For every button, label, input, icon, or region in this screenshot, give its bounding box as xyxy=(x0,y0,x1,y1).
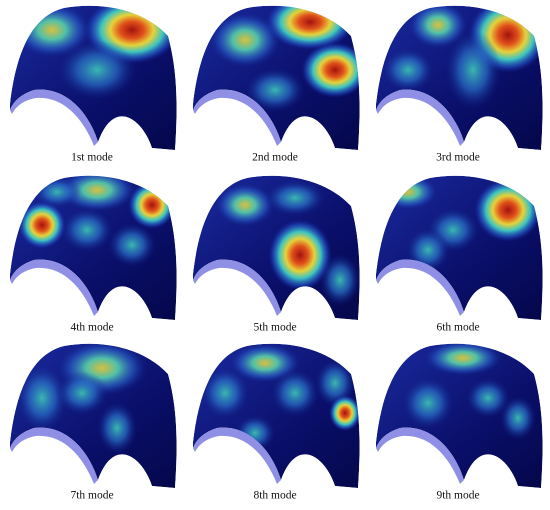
shell-underside xyxy=(10,259,98,316)
shell-underside xyxy=(376,427,464,484)
mode-panel: 7th mode xyxy=(10,343,177,502)
shell-surface xyxy=(376,5,543,150)
mode-lobe xyxy=(268,219,332,291)
shell-underside xyxy=(193,259,281,316)
mode-panel: 8th mode xyxy=(193,343,360,502)
mode-lobe xyxy=(378,175,438,210)
mode-lobe xyxy=(128,181,176,229)
caption: 8th mode xyxy=(253,490,296,502)
caption: 4th mode xyxy=(70,322,113,334)
mode-panel: 9th mode xyxy=(376,343,543,502)
mode-panel: 2nd mode xyxy=(193,5,360,164)
mode-lobe xyxy=(265,180,325,216)
mode-lobe xyxy=(201,367,249,419)
mode-lobe xyxy=(209,12,281,68)
shell-underside xyxy=(10,427,98,484)
shell-surface xyxy=(376,343,543,488)
mode-lobe xyxy=(16,364,68,432)
mode-lobe xyxy=(329,395,360,431)
mode-lobe xyxy=(18,201,66,249)
caption: 9th mode xyxy=(436,490,479,502)
mode-lobe xyxy=(97,402,137,454)
shell-underside xyxy=(376,259,464,316)
mode-lobe xyxy=(445,30,501,110)
mode-panel: 6th mode xyxy=(376,175,543,334)
mode-lobe xyxy=(500,396,536,440)
mode-lobe xyxy=(108,223,156,267)
shell-underside xyxy=(376,89,464,146)
mode-lobe xyxy=(57,175,137,212)
mode-lobe xyxy=(301,42,360,98)
caption: 7th mode xyxy=(70,490,113,502)
shell-surface xyxy=(10,175,177,320)
mode-lobe xyxy=(320,254,360,306)
shell-underside xyxy=(193,89,281,146)
shell-surface xyxy=(193,343,360,488)
shell-underside xyxy=(193,427,281,484)
caption: 6th mode xyxy=(436,322,479,334)
mode-lobe xyxy=(402,377,454,429)
mode-lobe xyxy=(466,378,510,418)
shell-surface xyxy=(193,175,360,320)
shell-surface xyxy=(193,5,360,150)
mode-lobe xyxy=(271,369,319,417)
mode-lobe xyxy=(57,40,137,100)
shell-surface xyxy=(10,5,177,151)
shell-surface xyxy=(10,343,177,488)
mode-lobe xyxy=(215,183,275,227)
caption: 2nd mode xyxy=(252,152,298,164)
caption: 5th mode xyxy=(253,322,296,334)
caption: 1st mode xyxy=(71,152,113,164)
mode-panel: 4th mode xyxy=(10,175,177,334)
mode-lobe xyxy=(474,178,542,242)
mode-lobe xyxy=(61,208,113,252)
mode-lobe xyxy=(245,68,305,112)
mode-lobe xyxy=(56,371,108,415)
mode-lobe xyxy=(33,176,81,208)
mode-panel: 5th mode xyxy=(193,175,360,334)
mode-panel: 3rd mode xyxy=(376,5,543,164)
mode-lobe xyxy=(423,343,503,376)
mode-panel: 1st mode xyxy=(10,5,177,164)
shell-underside xyxy=(10,89,98,146)
caption: 3rd mode xyxy=(436,152,480,164)
mode-lobe xyxy=(408,5,468,49)
mode-lobe xyxy=(382,48,434,92)
shell-surface xyxy=(376,175,543,320)
